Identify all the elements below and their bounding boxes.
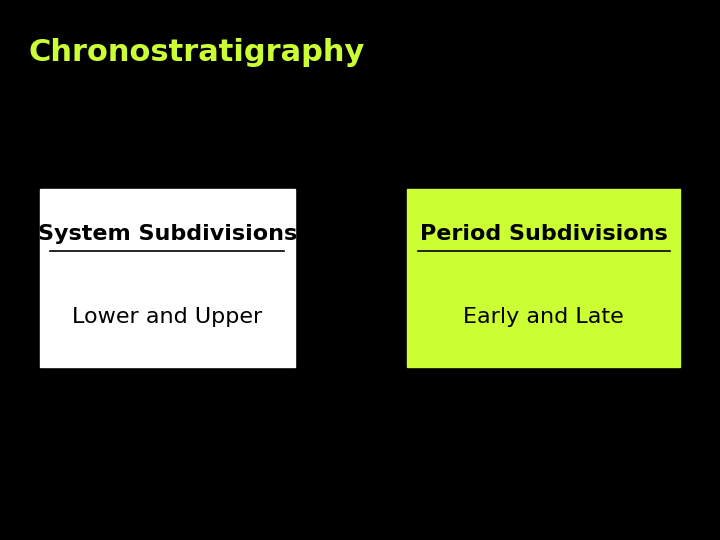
- Text: Period Subdivisions: Period Subdivisions: [420, 224, 667, 244]
- Text: Early and Late: Early and Late: [463, 307, 624, 327]
- Text: Chronostratigraphy: Chronostratigraphy: [29, 38, 365, 67]
- Text: System Subdivisions: System Subdivisions: [37, 224, 297, 244]
- FancyBboxPatch shape: [407, 189, 680, 367]
- FancyBboxPatch shape: [40, 189, 295, 367]
- Text: Lower and Upper: Lower and Upper: [72, 307, 263, 327]
